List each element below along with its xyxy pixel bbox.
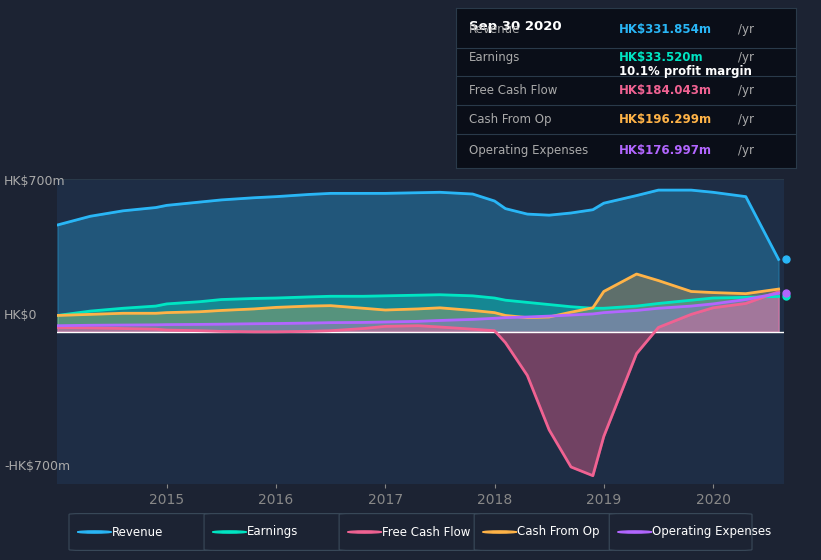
Circle shape xyxy=(617,531,652,533)
Text: Revenue: Revenue xyxy=(112,525,163,539)
Text: /yr: /yr xyxy=(738,50,754,64)
FancyBboxPatch shape xyxy=(609,514,752,550)
Text: 10.1% profit margin: 10.1% profit margin xyxy=(619,65,752,78)
FancyBboxPatch shape xyxy=(475,514,617,550)
Circle shape xyxy=(213,531,246,533)
Text: Revenue: Revenue xyxy=(470,24,521,36)
Text: HK$700m: HK$700m xyxy=(4,175,66,188)
Text: Earnings: Earnings xyxy=(470,50,521,64)
Text: Sep 30 2020: Sep 30 2020 xyxy=(470,20,562,32)
Text: /yr: /yr xyxy=(738,84,754,97)
Text: HK$0: HK$0 xyxy=(4,309,38,322)
Text: HK$184.043m: HK$184.043m xyxy=(619,84,712,97)
Text: /yr: /yr xyxy=(738,144,754,157)
Circle shape xyxy=(77,531,112,533)
Text: HK$331.854m: HK$331.854m xyxy=(619,24,712,36)
Circle shape xyxy=(347,531,382,533)
FancyBboxPatch shape xyxy=(204,514,346,550)
Text: -HK$700m: -HK$700m xyxy=(4,460,71,473)
Text: Earnings: Earnings xyxy=(246,525,298,539)
Text: Cash From Op: Cash From Op xyxy=(516,525,599,539)
Text: Operating Expenses: Operating Expenses xyxy=(652,525,771,539)
Text: Cash From Op: Cash From Op xyxy=(470,113,552,126)
Text: HK$33.520m: HK$33.520m xyxy=(619,50,704,64)
Text: HK$176.997m: HK$176.997m xyxy=(619,144,712,157)
Text: Free Cash Flow: Free Cash Flow xyxy=(382,525,470,539)
FancyBboxPatch shape xyxy=(339,514,482,550)
Circle shape xyxy=(483,531,516,533)
Text: Operating Expenses: Operating Expenses xyxy=(470,144,589,157)
FancyBboxPatch shape xyxy=(69,514,212,550)
Text: /yr: /yr xyxy=(738,24,754,36)
Text: /yr: /yr xyxy=(738,113,754,126)
Text: HK$196.299m: HK$196.299m xyxy=(619,113,713,126)
Text: Free Cash Flow: Free Cash Flow xyxy=(470,84,557,97)
